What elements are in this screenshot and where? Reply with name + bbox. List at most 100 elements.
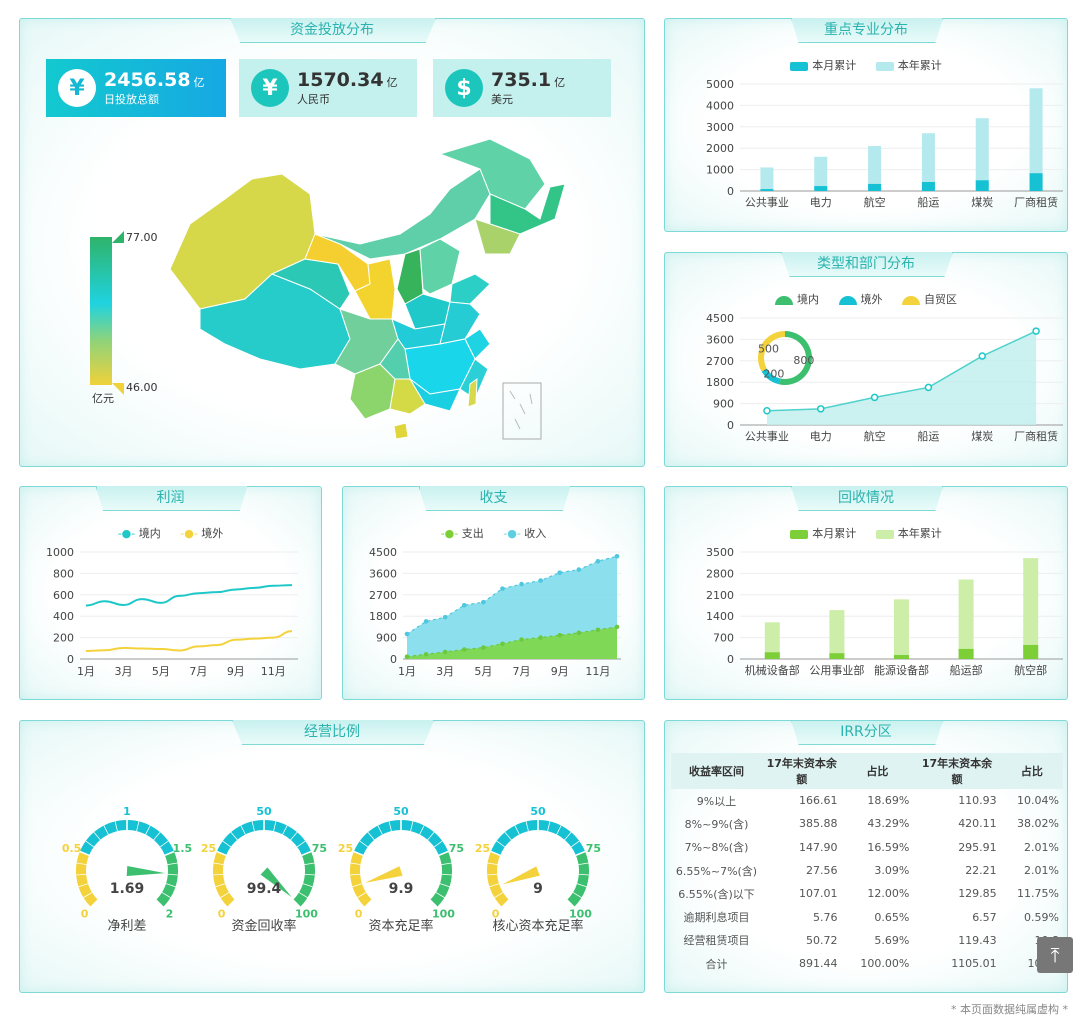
y-tick-label: 2000	[706, 142, 734, 155]
x-tick-label: 11月	[585, 665, 610, 678]
gauge-value: 9.9	[389, 881, 414, 897]
gauge-pointer	[502, 866, 540, 885]
gauge-tick-label: 50	[530, 805, 546, 818]
x-tick-label: 煤炭	[971, 430, 993, 443]
x-tick-label: 1月	[77, 665, 95, 678]
area-line	[406, 626, 618, 658]
x-tick-label: 航空	[864, 195, 886, 209]
gauge-tick	[441, 862, 452, 865]
legend-min-handle[interactable]	[112, 383, 124, 395]
gauge-tick	[167, 862, 178, 865]
area-line	[766, 330, 1037, 412]
table-cell: 合计	[705, 957, 728, 971]
gauge-tick	[159, 840, 169, 848]
gauge-tick	[514, 825, 520, 835]
y-tick-label: 0	[390, 653, 397, 666]
irr-panel: IRR分区 收益率区间 17年末资本余额 占比 17年末资本余额 占比 9%以上…	[664, 720, 1068, 993]
china-map[interactable]	[20, 19, 646, 468]
legend-item[interactable]: 本月累计	[790, 57, 856, 73]
legend-item[interactable]: 本月累计	[790, 525, 856, 541]
gauge-tick	[578, 862, 589, 865]
x-tick-label: 5月	[152, 665, 170, 678]
legend: 本月累计 本年累计	[665, 57, 1067, 73]
table-cell: 110.93	[958, 794, 997, 808]
stat-total: ¥ 2456.58 亿 日投放总额	[46, 59, 226, 117]
gauge-label: 资本充足率	[368, 919, 434, 934]
x-tick-label: 船运部	[950, 663, 983, 677]
table-cell: 7%~8%(含)	[684, 841, 749, 855]
footnote: * 本页面数据纯属虚构 *	[951, 1003, 1068, 1016]
legend-unit: 亿元	[92, 392, 114, 405]
legend-item[interactable]: 本年累计	[875, 57, 942, 73]
gauge-tick	[364, 899, 373, 908]
y-tick-label: 0	[67, 653, 74, 666]
dollar-icon: $	[445, 69, 483, 107]
gauge-tick	[304, 862, 315, 865]
gauge-tick-label: 25	[201, 842, 216, 855]
gauge-tick	[439, 883, 450, 888]
donut-label: 800	[793, 354, 814, 367]
gauge-value: 99.4	[247, 881, 282, 897]
back-to-top-button[interactable]: ⤒	[1037, 937, 1073, 973]
data-point	[423, 651, 429, 657]
table-cell: 38.02%	[1017, 817, 1059, 831]
gauge-tick	[273, 821, 277, 832]
gauge-tick-label: 2	[166, 907, 174, 920]
bar-month	[868, 183, 882, 191]
gauge-tick-label: 1	[123, 805, 131, 818]
y-tick-label: 3600	[706, 333, 734, 346]
gauge-tick	[350, 862, 361, 865]
gauge-tick	[302, 883, 313, 888]
panel-title: 资金投放分布	[230, 18, 436, 43]
bar-year	[829, 610, 845, 659]
data-point	[557, 570, 563, 575]
legend-item[interactable]: 本年累计	[875, 525, 942, 541]
area-fill	[407, 626, 617, 659]
legend-max-handle[interactable]	[112, 231, 124, 243]
table-cell: 逾期利息项目	[683, 911, 750, 925]
bar-year	[894, 599, 909, 659]
gauge-tick	[578, 873, 589, 876]
gauge-tick	[496, 840, 506, 848]
gauge-tick-label: 75	[586, 842, 601, 855]
legend-item[interactable]: 境内	[775, 291, 819, 307]
gauge-tick	[410, 821, 414, 832]
gauge-tick	[487, 862, 498, 865]
legend-item[interactable]: -●- 境外	[180, 527, 224, 540]
legend-item[interactable]: -●- 收入	[503, 527, 547, 540]
legend-item[interactable]: -●- 支出	[440, 527, 484, 540]
gauge-tick	[427, 831, 435, 841]
gauge-tick	[490, 850, 501, 857]
table-cell: 0.65%	[874, 910, 910, 924]
south-sea-inset	[502, 382, 542, 440]
gauge-tick	[367, 831, 375, 841]
gauge-tick	[145, 825, 151, 835]
data-point	[500, 586, 505, 591]
gauge-tick-label: 100	[432, 907, 455, 920]
table-cell: 119.43	[958, 933, 997, 947]
region-guangdong	[409, 378, 461, 412]
table-header: 收益率区间 17年末资本余额 占比 17年末资本余额 占比	[671, 753, 1063, 789]
bar-year	[958, 579, 974, 659]
legend-item[interactable]: -●- 境内	[117, 527, 161, 540]
type-panel: 类型和部门分布 境内 境外 自贸区 0 900 1800 2700 3600 4500 公共…	[664, 252, 1068, 467]
y-tick-label: 3000	[706, 121, 734, 134]
yuan-icon: ¥	[251, 69, 289, 107]
region-liaoning	[474, 218, 521, 255]
x-tick-label: 能源设备部	[874, 663, 929, 677]
legend-item[interactable]: 自贸区	[902, 291, 957, 307]
y-tick-label: 600	[53, 589, 74, 602]
gauge-tick	[85, 840, 95, 848]
x-tick-label: 1月	[398, 665, 416, 678]
table-row: 7%~8%(含) 147.90 16.59% 295.91 2.01%	[671, 836, 1063, 859]
gauge-tick	[220, 892, 230, 898]
x-tick-label: 船运	[917, 195, 939, 209]
gauge-tick	[93, 831, 101, 841]
gauge-tick	[290, 831, 298, 841]
data-point	[500, 641, 505, 647]
fund-panel: 资金投放分布 ¥ 2456.58 亿 日投放总额 ¥ 1570.34 亿 人民币 $…	[19, 18, 645, 467]
map-legend[interactable]	[90, 237, 112, 385]
bar-year	[1029, 88, 1043, 191]
legend-item[interactable]: 境外	[838, 291, 883, 307]
x-tick-label: 电力	[810, 196, 832, 209]
